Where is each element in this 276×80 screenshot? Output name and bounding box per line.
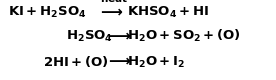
- Text: $\mathbf{\longrightarrow}$: $\mathbf{\longrightarrow}$: [106, 54, 132, 69]
- Text: $\mathbf{H_2SO_4}$: $\mathbf{H_2SO_4}$: [66, 29, 113, 44]
- Text: $\mathbf{H_2O + SO_2 + (O)}$: $\mathbf{H_2O + SO_2 + (O)}$: [127, 28, 241, 44]
- Text: $\mathbf{\longrightarrow}$: $\mathbf{\longrightarrow}$: [98, 4, 124, 19]
- Text: $\mathbf{heat}$: $\mathbf{heat}$: [100, 0, 129, 4]
- Text: $\mathbf{2HI + (O)}$: $\mathbf{2HI + (O)}$: [43, 54, 108, 69]
- Text: $\mathbf{\longrightarrow}$: $\mathbf{\longrightarrow}$: [106, 28, 132, 43]
- Text: $\mathbf{H_2O + I_2}$: $\mathbf{H_2O + I_2}$: [127, 55, 185, 70]
- Text: $\mathbf{KHSO_4 + HI}$: $\mathbf{KHSO_4 + HI}$: [127, 5, 209, 20]
- Text: $\mathbf{KI + H_2SO_4}$: $\mathbf{KI + H_2SO_4}$: [8, 5, 87, 20]
